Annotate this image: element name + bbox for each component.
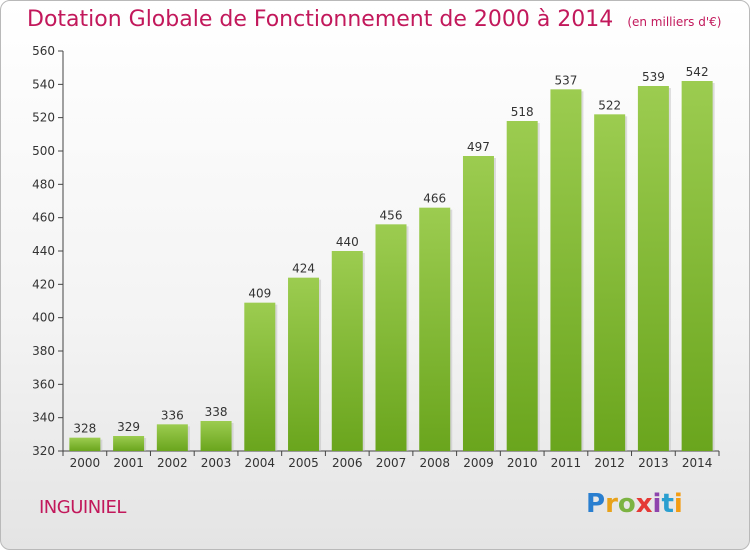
data-label-2011: 537 [554,73,577,87]
bar-2004 [244,302,276,451]
chart-title: Dotation Globale de Fonctionnement de 20… [27,7,722,32]
x-tick-label: 2005 [288,456,319,470]
x-tick-label: 2012 [594,456,625,470]
bar-2000 [69,437,101,451]
y-tick-label: 440 [32,244,55,258]
data-label-2013: 539 [642,70,665,84]
bars: 328 329 336 338 409 424 440 456 466 497 518 537 522 5… [69,65,715,451]
bar-2012 [594,114,626,451]
data-label-2010: 518 [511,105,534,119]
x-tick-label: 2008 [419,456,450,470]
data-label-2007: 456 [380,208,403,222]
bar-2002 [156,424,188,451]
x-tick-label: 2001 [113,456,144,470]
x-tick-label: 2011 [551,456,582,470]
data-label-2002: 336 [161,408,184,422]
bar-2008 [419,207,451,451]
x-tick-label: 2004 [245,456,276,470]
x-tick-label: 2000 [70,456,101,470]
y-tick-label: 320 [32,444,55,458]
y-tick-label: 540 [32,77,55,91]
data-label-2008: 466 [423,192,446,206]
bar-2011 [550,89,582,451]
y-tick-label: 500 [32,144,55,158]
bar-2003 [200,421,232,451]
proxiti-logo: Proxiti [586,489,683,519]
bar-2007 [375,224,407,451]
data-label-2004: 409 [248,287,271,301]
y-axis: 320 340 360 380 400 420 440 460 480 500 520 540 560 [32,44,64,458]
x-tick-label: 2003 [201,456,232,470]
data-label-2009: 497 [467,140,490,154]
commune-name: INGUINIEL [39,497,126,518]
x-tick-label: 2010 [507,456,538,470]
y-tick-label: 520 [32,111,55,125]
data-label-2014: 542 [686,65,709,79]
x-axis: 2000 2001 2002 2003 2004 2005 2006 2007 2008 2009… [62,450,720,470]
bar-2013 [637,86,669,451]
x-tick-label: 2013 [638,456,669,470]
data-label-2005: 424 [292,262,315,276]
y-tick-label: 420 [32,277,55,291]
bar-2014 [681,81,713,451]
data-label-2003: 338 [205,405,228,419]
x-tick-label: 2007 [376,456,407,470]
x-tick-label: 2002 [157,456,188,470]
y-tick-label: 460 [32,211,55,225]
y-tick-label: 560 [32,44,55,58]
x-tick-label: 2009 [463,456,494,470]
data-label-2012: 522 [598,98,621,112]
x-tick-label: 2014 [682,456,713,470]
chart-subtitle: (en milliers d'€) [627,15,722,29]
bar-2009 [462,156,494,451]
bar-2006 [331,251,363,451]
bar-2010 [506,121,538,451]
data-label-2000: 328 [73,422,96,436]
y-tick-label: 380 [32,344,55,358]
y-tick-label: 400 [32,311,55,325]
bar-2001 [113,436,145,451]
x-tick-label: 2006 [332,456,363,470]
data-label-2006: 440 [336,235,359,249]
y-tick-label: 340 [32,411,55,425]
y-tick-label: 480 [32,177,55,191]
bar-2005 [288,277,320,451]
y-tick-label: 360 [32,377,55,391]
data-label-2001: 329 [117,420,140,434]
